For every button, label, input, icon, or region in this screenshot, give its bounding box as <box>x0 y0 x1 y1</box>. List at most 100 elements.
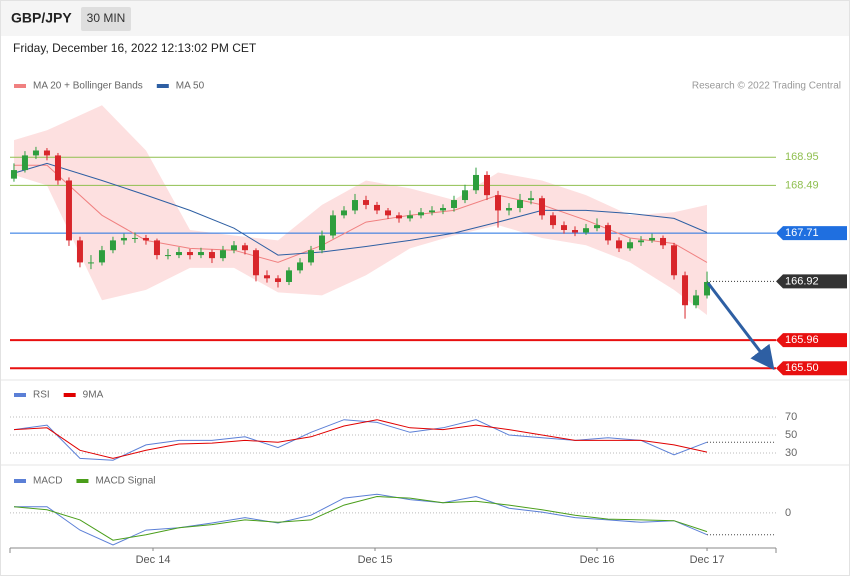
candle-body <box>43 150 50 156</box>
candle-body <box>197 252 204 256</box>
interval: 30 MIN <box>87 11 126 25</box>
legend-label: MACD Signal <box>95 476 155 487</box>
candle-body <box>241 245 248 251</box>
legend-label: MACD <box>33 476 62 487</box>
y-tick-label: 50 <box>785 429 797 441</box>
y-tick-label: 0 <box>785 507 791 519</box>
candle-body <box>65 180 72 241</box>
candle-body <box>120 237 127 241</box>
level-label: 167.71 <box>785 227 819 239</box>
candle-body <box>373 204 380 211</box>
candle-body <box>517 200 524 208</box>
candle-body <box>660 237 667 246</box>
y-tick-label: 30 <box>785 447 797 459</box>
interval-badge <box>81 7 131 31</box>
level-label: 166.92 <box>785 275 819 287</box>
candle-body <box>395 215 402 219</box>
level-label: 165.96 <box>785 334 819 346</box>
candle-body <box>362 200 369 205</box>
legend-swatch <box>63 393 76 397</box>
level-tag <box>776 274 847 289</box>
candle-body <box>230 245 237 251</box>
level-label: 165.50 <box>785 362 819 374</box>
candle-body <box>10 170 17 179</box>
level-tag <box>776 361 847 376</box>
header-bar <box>1 1 849 36</box>
candle-body <box>638 240 645 243</box>
candle-body <box>296 262 303 271</box>
plot-layer: 168.95 168.49 167.71 166.92 165.96 165.50 MA 2… <box>9 81 847 566</box>
candle-body <box>451 200 458 208</box>
level-label: 168.95 <box>785 151 819 163</box>
candle-body <box>252 250 259 276</box>
candle-body <box>340 210 347 216</box>
candle-body <box>561 225 568 231</box>
candle-body <box>219 250 226 259</box>
candle-body <box>583 228 590 233</box>
candle-body <box>351 200 358 211</box>
x-tick-label: Dec 16 <box>580 554 615 566</box>
candle-body <box>539 198 546 216</box>
candle-body <box>671 245 678 276</box>
legend-label: MA 50 <box>176 81 205 92</box>
candle-body <box>627 242 634 249</box>
candle-body <box>682 275 689 306</box>
candle-body <box>32 150 39 156</box>
candle-body <box>285 270 292 282</box>
candle-body <box>605 225 612 241</box>
candle-body <box>704 281 711 296</box>
candle-body <box>495 195 502 211</box>
bollinger-band <box>14 105 707 315</box>
candle-body <box>54 155 61 181</box>
candle-body <box>87 262 94 264</box>
level-tag <box>776 333 847 348</box>
candle-body <box>462 190 469 201</box>
candle-body <box>616 240 623 249</box>
candle-body <box>274 278 281 282</box>
y-tick-label: 70 <box>785 411 797 423</box>
legend-swatch <box>14 84 26 88</box>
timestamp: Friday, December 16, 2022 12:13:02 PM CE… <box>13 41 257 55</box>
candle-body <box>153 240 160 256</box>
candle-body <box>109 240 116 251</box>
candle-body <box>439 207 446 211</box>
candle-body <box>484 174 491 196</box>
candle-body <box>208 252 215 259</box>
legend-label: 9MA <box>83 390 104 401</box>
legend-swatch <box>156 84 169 88</box>
candle-body <box>384 210 391 216</box>
candle-body <box>307 250 314 263</box>
candle-body <box>175 252 182 256</box>
candle-body <box>649 237 656 241</box>
moving-average <box>14 164 708 263</box>
candle-body <box>21 155 28 171</box>
candle-body <box>417 212 424 216</box>
level-label: 168.49 <box>785 179 819 191</box>
candle-body <box>572 230 579 233</box>
candle-body <box>98 250 105 263</box>
candle-body <box>318 235 325 251</box>
indicator-line <box>13 419 708 461</box>
candle-body <box>406 215 413 219</box>
candle-body <box>164 255 171 257</box>
candle-body <box>263 275 270 279</box>
candle-body <box>428 210 435 213</box>
legend-swatch <box>76 479 89 483</box>
candle-body <box>186 252 193 256</box>
candle-body <box>473 174 480 191</box>
x-tick-label: Dec 14 <box>136 554 171 566</box>
legend-label: MA 20 + Bollinger Bands <box>33 81 143 92</box>
candle-body <box>550 215 557 226</box>
forecast-arrow <box>706 282 775 371</box>
candle-body <box>594 225 601 229</box>
candle-body <box>329 215 336 236</box>
indicator-line <box>13 419 708 459</box>
legend-label: RSI <box>33 390 50 401</box>
indicator-line <box>13 495 708 541</box>
x-tick-label: Dec 17 <box>690 554 725 566</box>
candle-body <box>528 198 535 201</box>
candle-body <box>131 237 138 239</box>
level-tag <box>776 226 847 241</box>
